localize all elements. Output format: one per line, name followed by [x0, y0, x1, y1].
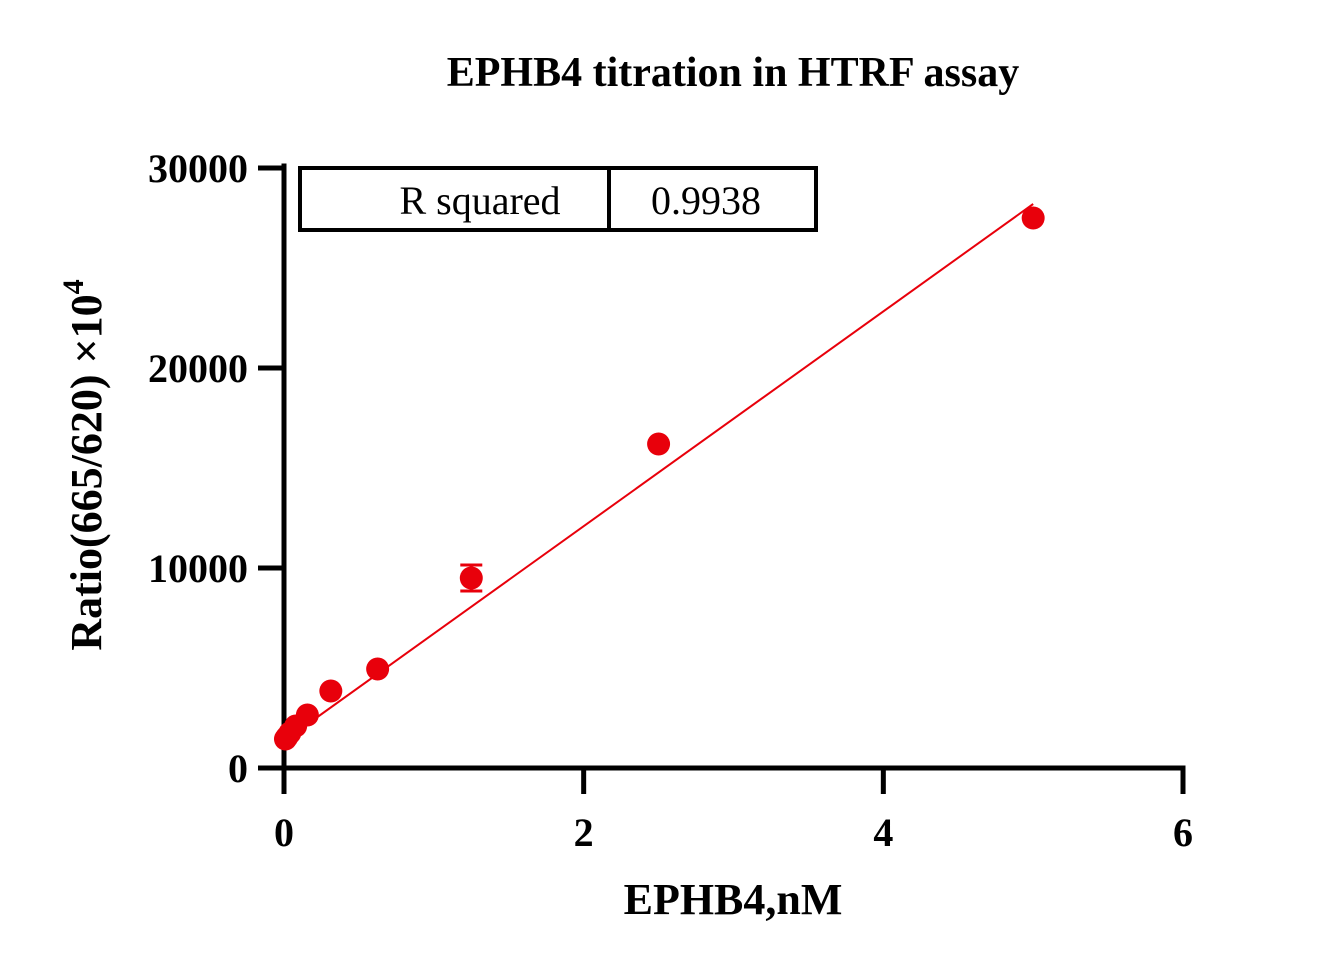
y-tick-label: 10000	[148, 546, 248, 591]
x-tick-label: 6	[1173, 810, 1193, 855]
x-tick-label: 0	[274, 810, 294, 855]
x-ticks: 0 2 4 6	[274, 768, 1193, 855]
r-squared-box-frame	[298, 166, 818, 232]
y-tick-label: 0	[228, 746, 248, 791]
data-point	[295, 703, 319, 727]
data-point	[319, 679, 343, 703]
data-point	[647, 432, 671, 456]
data-point	[366, 657, 390, 681]
chart-title: EPHB4 titration in HTRF assay	[447, 50, 1019, 96]
data-points	[273, 206, 1045, 751]
r-squared-value: 0.9938	[651, 178, 761, 223]
axes	[281, 163, 1186, 771]
fit-line	[283, 203, 1034, 742]
y-tick-label: 20000	[148, 346, 248, 391]
y-axis-title-main: Ratio(665/620) ×10	[62, 294, 111, 650]
data-point	[1021, 206, 1045, 230]
y-axis-title-superscript: 4	[57, 279, 90, 294]
r-squared-label: R squared	[399, 178, 560, 223]
r-squared-box: R squared 0.9938	[298, 166, 818, 232]
y-ticks: 0 10000 20000 30000	[148, 146, 284, 791]
x-tick-label: 2	[574, 810, 594, 855]
data-point	[459, 566, 483, 590]
y-axis-title: Ratio(665/620) ×104	[57, 279, 111, 650]
y-tick-label: 30000	[148, 146, 248, 191]
x-axis-title: EPHB4,nM	[624, 875, 843, 924]
x-tick-label: 4	[873, 810, 893, 855]
fit-line-group	[283, 203, 1034, 742]
